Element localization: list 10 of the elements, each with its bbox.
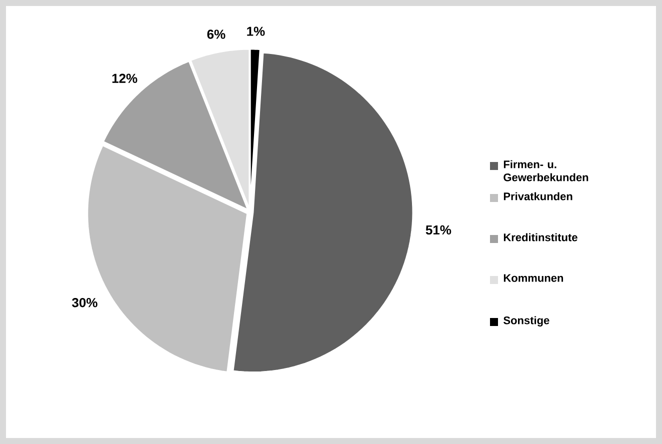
legend-label: Privatkunden (504, 192, 572, 200)
data-label: 12% (112, 74, 138, 83)
data-label: 51% (426, 225, 452, 235)
legend-label: Firmen- u. Gewerbekunden (504, 160, 588, 182)
legend-label: Kommunen (504, 274, 564, 282)
data-label: 1% (247, 26, 265, 36)
data-label: 30% (72, 298, 98, 308)
legend-label: Kreditinstitute (504, 233, 578, 242)
data-label: 6% (207, 30, 226, 39)
legend-label: Sonstige (504, 316, 550, 326)
